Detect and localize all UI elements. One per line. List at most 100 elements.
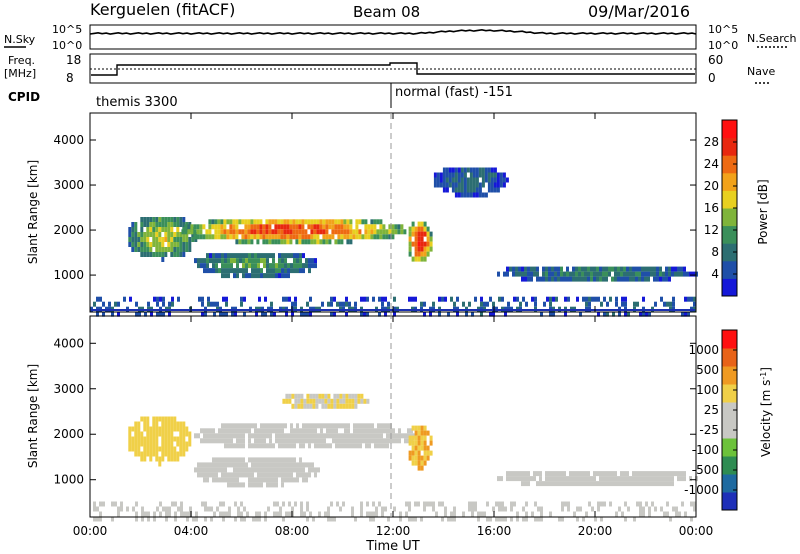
heatmap-cell-0 — [243, 296, 246, 302]
heatmap-cell-0 — [495, 501, 498, 507]
heatmap-cell-4 — [423, 256, 427, 262]
heatmap-cell-6 — [515, 471, 518, 477]
heatmap-cell-1 — [155, 252, 159, 257]
heatmap-cell-2 — [277, 234, 281, 240]
heatmap-cell-0 — [588, 301, 591, 307]
heatmap-cell-6 — [527, 471, 530, 477]
heatmap-cell-3 — [284, 477, 287, 483]
heatmap-cell-4 — [423, 241, 427, 247]
heatmap-cell-3 — [293, 462, 296, 468]
heatmap-cell-1 — [170, 232, 174, 237]
heatmap-cell-6 — [608, 481, 611, 487]
heatmap-cell-1 — [182, 222, 186, 227]
heatmap-cell-6 — [647, 266, 650, 272]
heatmap-cell-1 — [176, 237, 180, 242]
heatmap-cell-6 — [647, 481, 650, 487]
heatmap-cell-4 — [309, 398, 313, 404]
heatmap-cell-2 — [325, 229, 329, 235]
heatmap-cell-1 — [155, 446, 159, 452]
heatmap-cell-2 — [392, 428, 395, 434]
velocity-ytick-label: 2000 — [53, 427, 84, 441]
nsky-strip-frame — [89, 24, 697, 50]
heatmap-cell-5 — [487, 187, 491, 193]
heatmap-cell-2 — [277, 224, 281, 230]
heatmap-cell-2 — [284, 423, 287, 429]
heatmap-cell-0 — [240, 511, 243, 517]
velocity-colorbar-tick-label: -100 — [692, 443, 719, 457]
heatmap-cell-3 — [260, 258, 263, 264]
heatmap-cell-2 — [242, 423, 245, 429]
heatmap-cell-0 — [582, 516, 585, 522]
heatmap-cell-0 — [525, 511, 528, 517]
heatmap-cell-1 — [158, 242, 162, 247]
heatmap-cell-2 — [212, 438, 215, 444]
heatmap-cell-1 — [152, 222, 156, 227]
heatmap-cell-1 — [143, 451, 147, 457]
heatmap-cell-1 — [152, 446, 156, 452]
heatmap-cell-0 — [264, 516, 267, 522]
heatmap-cell-5 — [451, 172, 455, 178]
heatmap-cell-3 — [248, 477, 251, 483]
heatmap-cell-2 — [250, 219, 254, 225]
heatmap-cell-2 — [365, 438, 368, 444]
heatmap-cell-3 — [254, 253, 257, 259]
heatmap-cell-1 — [137, 237, 141, 242]
heatmap-cell-0 — [480, 296, 483, 302]
heatmap-cell-2 — [373, 219, 377, 225]
heatmap-cell-1 — [170, 222, 174, 227]
heatmap-cell-4 — [417, 231, 421, 237]
heatmap-cell-1 — [170, 247, 174, 252]
heatmap-cell-6 — [569, 481, 572, 487]
heatmap-cell-4 — [429, 246, 433, 252]
heatmap-cell-0 — [213, 511, 216, 517]
heatmap-cell-1 — [182, 247, 186, 252]
heatmap-cell-2 — [232, 219, 236, 225]
heatmap-cell-2 — [323, 423, 326, 429]
heatmap-cell-2 — [287, 443, 290, 449]
heatmap-cell-2 — [314, 438, 317, 444]
heatmap-cell-1 — [173, 247, 177, 252]
heatmap-cell-0 — [162, 296, 165, 302]
heatmap-cell-2 — [247, 229, 251, 235]
heatmap-cell-6 — [677, 476, 680, 482]
heatmap-cell-4 — [333, 398, 337, 404]
heatmap-cell-2 — [368, 433, 371, 439]
heatmap-cell-2 — [337, 224, 341, 230]
heatmap-cell-0 — [447, 516, 450, 522]
power-colorbar-tick-label: 28 — [704, 135, 719, 149]
heatmap-cell-3 — [221, 273, 224, 279]
heatmap-cell-2 — [358, 229, 362, 235]
heatmap-cell-6 — [626, 471, 629, 477]
heatmap-cell-0 — [117, 301, 120, 307]
heatmap-cell-2 — [236, 423, 239, 429]
heatmap-cell-1 — [134, 441, 138, 447]
heatmap-cell-3 — [227, 258, 230, 264]
velocity-colorbar-cell — [722, 420, 737, 439]
heatmap-cell-1 — [185, 232, 189, 237]
heatmap-cell-5 — [442, 177, 446, 183]
heatmap-cell-2 — [332, 423, 335, 429]
heatmap-cell-1 — [164, 247, 168, 252]
heatmap-cell-5 — [457, 182, 461, 188]
heatmap-cell-0 — [561, 516, 564, 522]
heatmap-cell-2 — [241, 234, 245, 240]
heatmap-cell-2 — [371, 438, 374, 444]
heatmap-cell-1 — [161, 247, 165, 252]
heatmap-cell-3 — [296, 258, 299, 264]
heatmap-cell-6 — [548, 271, 551, 277]
heatmap-cell-2 — [337, 239, 341, 245]
heatmap-cell-5 — [433, 182, 437, 188]
heatmap-cell-6 — [578, 276, 581, 282]
heatmap-cell-5 — [439, 182, 443, 188]
heatmap-cell-4 — [348, 398, 352, 404]
heatmap-cell-2 — [256, 234, 260, 240]
heatmap-cell-2 — [238, 239, 242, 245]
heatmap-cell-0 — [141, 516, 144, 522]
heatmap-cell-0 — [585, 296, 588, 302]
heatmap-cell-0 — [393, 296, 396, 302]
heatmap-cell-1 — [176, 451, 180, 457]
heatmap-cell-3 — [284, 462, 287, 468]
heatmap-cell-3 — [257, 273, 260, 279]
heatmap-cell-2 — [298, 219, 302, 225]
heatmap-cell-1 — [137, 247, 141, 252]
